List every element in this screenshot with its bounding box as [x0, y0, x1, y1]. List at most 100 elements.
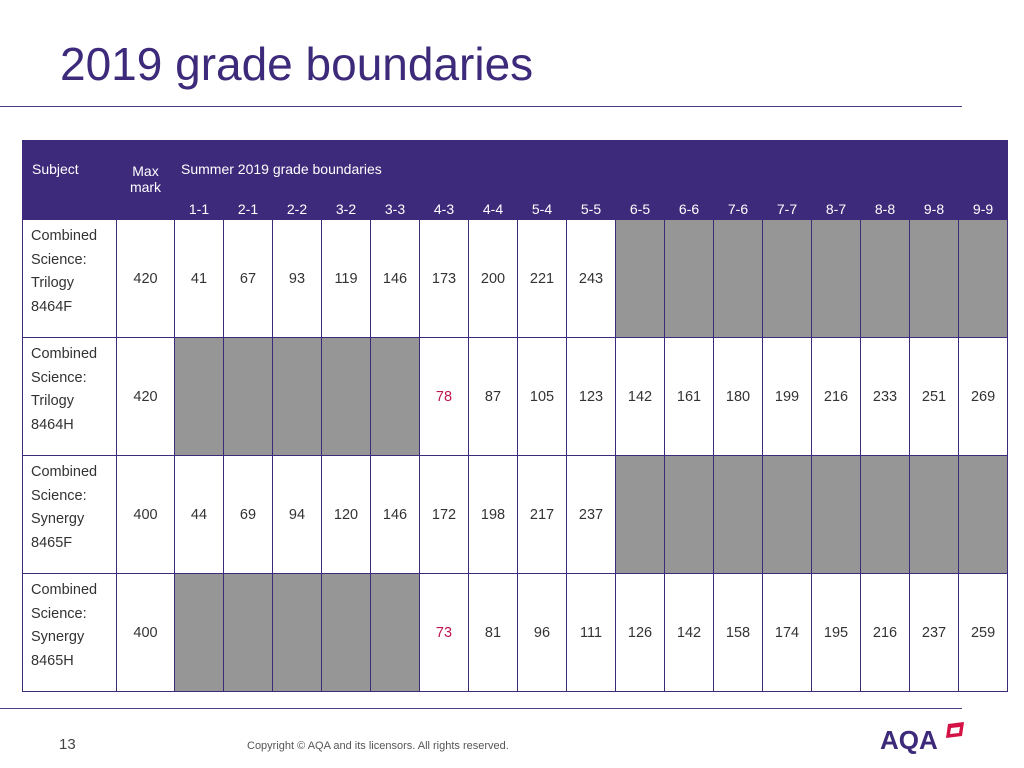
boundary-cell: 73	[419, 573, 469, 692]
empty-boundary-cell	[909, 455, 959, 574]
grade-header-5-5: 5-5	[566, 198, 616, 220]
subject-line: Combined	[31, 228, 98, 244]
empty-boundary-cell	[811, 219, 861, 338]
boundary-cell: 81	[468, 573, 518, 692]
grade-header-8-7: 8-7	[811, 198, 861, 220]
boundary-cell: 216	[860, 573, 910, 692]
empty-boundary-cell	[615, 455, 665, 574]
grade-header-6-6: 6-6	[664, 198, 714, 220]
empty-boundary-cell	[174, 573, 224, 692]
subject-line: 8465F	[31, 534, 73, 551]
boundary-cell: 269	[957, 337, 1009, 456]
empty-boundary-cell	[957, 219, 1009, 338]
grade-header-1-1: 1-1	[174, 198, 224, 220]
max-mark-cell: 400	[116, 573, 175, 692]
grade-header-5-4: 5-4	[517, 198, 567, 220]
boundary-cell: 180	[713, 337, 763, 456]
summer-boundaries-header: Summer 2019 grade boundaries	[173, 140, 1009, 199]
grade-header-4-4: 4-4	[468, 198, 518, 220]
subject-line: Synergy	[31, 511, 85, 527]
subject-line: Trilogy	[31, 275, 74, 291]
boundary-cell: 94	[272, 455, 322, 574]
subject-line: Science:	[31, 369, 87, 386]
subject-header: Subject	[22, 140, 117, 220]
subject-line: Combined	[31, 582, 98, 598]
boundary-cell: 259	[957, 573, 1009, 692]
subject-line: Synergy	[31, 629, 85, 645]
empty-boundary-cell	[664, 455, 714, 574]
boundary-cell: 142	[615, 337, 665, 456]
boundary-cell: 216	[811, 337, 861, 456]
boundary-cell: 237	[909, 573, 959, 692]
empty-boundary-cell	[615, 219, 665, 338]
subject-line: Combined	[31, 464, 98, 480]
empty-boundary-cell	[762, 219, 812, 338]
boundary-cell: 44	[174, 455, 224, 574]
footer-divider	[0, 708, 962, 709]
boundary-cell: 161	[664, 337, 714, 456]
grade-header-6-5: 6-5	[615, 198, 665, 220]
max-mark-header-line2: mark	[129, 179, 162, 195]
subject-cell: Combined Science: Trilogy 8464H	[22, 337, 117, 456]
grade-header-2-2: 2-2	[272, 198, 322, 220]
aqa-logo-mark-icon	[946, 722, 964, 738]
grade-header-7-6: 7-6	[713, 198, 763, 220]
boundary-cell: 174	[762, 573, 812, 692]
max-mark-cell: 420	[116, 219, 175, 338]
boundary-cell: 172	[419, 455, 469, 574]
title-divider	[0, 106, 962, 107]
subject-line: Science:	[31, 487, 87, 504]
boundary-cell: 237	[566, 455, 616, 574]
boundary-cell: 69	[223, 455, 273, 574]
empty-boundary-cell	[762, 455, 812, 574]
grade-header-3-2: 3-2	[321, 198, 371, 220]
empty-boundary-cell	[664, 219, 714, 338]
subject-line: 8464F	[31, 298, 73, 315]
grade-header-row: 1-1 2-1 2-2 3-2 3-3 4-3 4-4 5-4 5-5 6-5 6-6 7-6 7-7 8…	[23, 198, 1009, 220]
empty-boundary-cell	[272, 337, 322, 456]
grade-header-3-3: 3-3	[370, 198, 420, 220]
subject-line: Combined	[31, 346, 98, 362]
boundary-cell: 105	[517, 337, 567, 456]
empty-boundary-cell	[370, 573, 420, 692]
boundary-cell: 221	[517, 219, 567, 338]
empty-boundary-cell	[713, 455, 763, 574]
table-row: Combined Science: Synergy 8465F 400 44 69 94 120…	[22, 455, 1009, 574]
empty-boundary-cell	[321, 337, 371, 456]
empty-boundary-cell	[909, 219, 959, 338]
grade-header-7-7: 7-7	[762, 198, 812, 220]
table-row: Combined Science: Trilogy 8464H 420 78 87 105 12…	[22, 337, 1009, 456]
aqa-logo-text: AQA	[880, 725, 938, 755]
max-mark-header: Max mark	[116, 140, 175, 220]
subject-line: 8464H	[31, 416, 74, 433]
boundary-cell: 119	[321, 219, 371, 338]
boundary-cell: 199	[762, 337, 812, 456]
boundary-cell: 87	[468, 337, 518, 456]
boundary-cell: 198	[468, 455, 518, 574]
boundary-cell: 120	[321, 455, 371, 574]
grade-header-8-8: 8-8	[860, 198, 910, 220]
subject-line: 8465H	[31, 652, 74, 669]
boundary-cell: 251	[909, 337, 959, 456]
boundary-cell: 93	[272, 219, 322, 338]
slide-title: 2019 grade boundaries	[60, 38, 534, 90]
subject-cell: Combined Science: Trilogy 8464F	[22, 219, 117, 338]
subject-cell: Combined Science: Synergy 8465F	[22, 455, 117, 574]
empty-boundary-cell	[223, 573, 273, 692]
empty-boundary-cell	[811, 455, 861, 574]
table-header-row: Subject Max mark Summer 2019 grade bound…	[22, 140, 1009, 220]
empty-boundary-cell	[860, 455, 910, 574]
grade-header-9-8: 9-8	[909, 198, 959, 220]
boundary-cell: 195	[811, 573, 861, 692]
boundary-cell: 200	[468, 219, 518, 338]
empty-boundary-cell	[370, 337, 420, 456]
table-row: Combined Science: Synergy 8465H 400 73 81 96 111…	[22, 573, 1009, 692]
empty-boundary-cell	[957, 455, 1009, 574]
empty-boundary-cell	[223, 337, 273, 456]
grade-boundaries-table: Subject Max mark Summer 2019 grade bound…	[22, 140, 1009, 692]
boundary-cell: 173	[419, 219, 469, 338]
empty-boundary-cell	[272, 573, 322, 692]
boundary-cell: 78	[419, 337, 469, 456]
boundary-cell: 41	[174, 219, 224, 338]
